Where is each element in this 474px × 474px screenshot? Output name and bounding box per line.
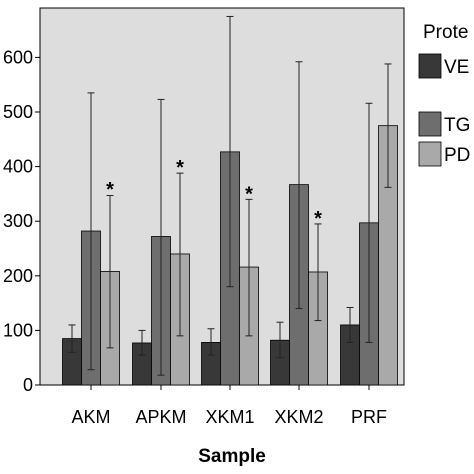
x-tick-label: PRF: [351, 407, 387, 427]
x-tick-label: XKM2: [274, 407, 323, 427]
y-tick-label: 400: [3, 157, 33, 177]
y-tick-label: 200: [3, 266, 33, 286]
y-axis: 0 100 200 300 400 500 600: [3, 47, 40, 395]
significance-asterisk: *: [314, 208, 322, 230]
x-axis: AKM APKM XKM1 XKM2 PRF: [71, 385, 387, 427]
y-tick-label: 100: [3, 320, 33, 340]
legend-swatch-ve: [418, 53, 442, 79]
x-tick-label: AKM: [71, 407, 110, 427]
x-tick-label: XKM1: [205, 407, 254, 427]
y-tick-label: 0: [23, 375, 33, 395]
significance-asterisk: *: [176, 157, 184, 179]
legend-swatch-tg: [418, 111, 442, 137]
legend-label-ve: VE: [444, 57, 469, 78]
legend: Prote VE TG PD: [418, 22, 470, 167]
y-tick-label: 500: [3, 102, 33, 122]
y-tick-label: 600: [3, 47, 33, 67]
significance-asterisk: *: [106, 179, 114, 201]
significance-asterisk: *: [245, 183, 253, 205]
legend-label-pd: PD: [444, 145, 470, 166]
legend-label-tg: TG: [444, 115, 470, 136]
x-axis-title: Sample: [198, 446, 266, 467]
x-tick-label: APKM: [135, 407, 186, 427]
legend-swatch-pd: [418, 141, 442, 167]
error-bars-layer: [68, 15, 392, 376]
y-tick-label: 300: [3, 211, 33, 231]
annotations-layer: * * * *: [106, 157, 322, 230]
legend-title: Prote: [423, 22, 468, 43]
